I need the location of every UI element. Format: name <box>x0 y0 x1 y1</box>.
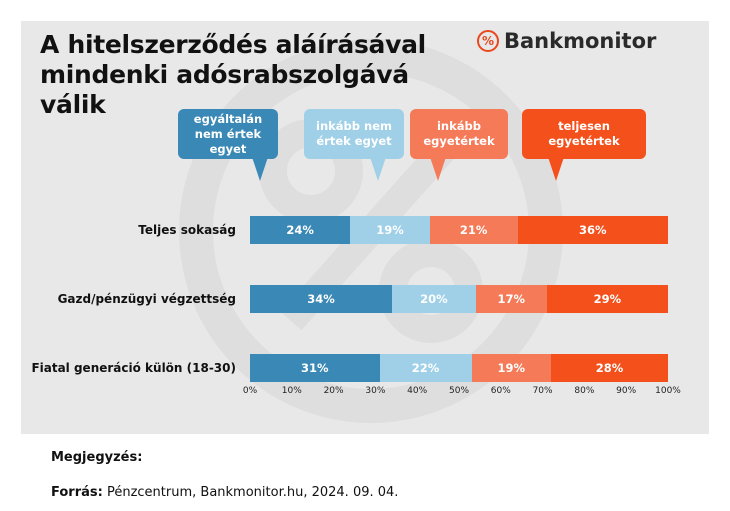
bar-segment: 22% <box>379 354 472 382</box>
legend-label: inkább nem értek egyet <box>316 119 392 148</box>
bar-segment: 28% <box>550 354 668 382</box>
brand-name: Bankmonitor <box>504 29 657 53</box>
bar-segment: 36% <box>517 216 668 244</box>
percent-icon: % <box>477 30 499 52</box>
x-tick-label: 80% <box>574 386 595 396</box>
legend-label: teljesen egyetértek <box>548 119 620 148</box>
legend-label: inkább egyetértek <box>423 119 495 148</box>
legend-item: inkább egyetértek <box>410 109 508 159</box>
bar-segment: 19% <box>350 216 430 244</box>
x-tick-label: 0% <box>242 386 258 396</box>
brand-logo: % Bankmonitor <box>477 26 656 56</box>
x-tick-label: 30% <box>365 386 386 396</box>
stacked-bar: 34% 20% 17% 29% <box>250 285 668 313</box>
source-line: Forrás: Pénzcentrum, Bankmonitor.hu, 202… <box>51 485 398 500</box>
x-tick-label: 40% <box>407 386 428 396</box>
source-text: Pénzcentrum, Bankmonitor.hu, 2024. 09. 0… <box>106 485 399 500</box>
x-tick-label: 100% <box>655 386 681 396</box>
x-tick-label: 90% <box>616 386 637 396</box>
bar-segment: 19% <box>471 354 551 382</box>
legend-item: egyáltalán nem értek egyet <box>178 109 278 159</box>
bar-segment: 31% <box>250 354 380 382</box>
legend-pointer <box>430 157 446 181</box>
note-label: Megjegyzés: <box>51 450 143 465</box>
bar-segment: 20% <box>392 285 476 313</box>
x-axis: 0% 10% 20% 30% 40% 50% 60% 70% 80% 90% 100% <box>243 386 681 402</box>
bar-segment: 21% <box>429 216 518 244</box>
bar-segment: 29% <box>546 285 668 313</box>
bar-segment: 34% <box>250 285 393 313</box>
legend-pointer <box>548 157 564 181</box>
x-tick-label: 50% <box>448 386 470 396</box>
bar-segment: 24% <box>250 216 351 244</box>
category-label: Gazd/pénzügyi végzettség <box>57 292 236 306</box>
category-label: Teljes sokaság <box>138 223 236 237</box>
legend-item: teljesen egyetértek <box>522 109 646 159</box>
legend-pointer <box>252 157 268 181</box>
x-tick-label: 10% <box>281 386 302 396</box>
legend-label: egyáltalán nem értek egyet <box>193 111 263 156</box>
bar-segment: 17% <box>475 285 547 313</box>
category-label: Fiatal generáció külön (18-30) <box>31 361 236 375</box>
legend-item: inkább nem értek egyet <box>304 109 404 159</box>
x-tick-label: 20% <box>323 386 344 396</box>
stacked-bar: 24% 19% 21% 36% <box>250 216 668 244</box>
stacked-bar: 31% 22% 19% 28% <box>250 354 668 382</box>
x-tick-label: 70% <box>532 386 553 396</box>
legend-pointer <box>370 157 386 181</box>
source-label: Forrás: <box>51 485 103 500</box>
chart-title: A hitelszerződés aláírásával mindenki ad… <box>40 30 426 119</box>
x-tick-label: 60% <box>490 386 511 396</box>
